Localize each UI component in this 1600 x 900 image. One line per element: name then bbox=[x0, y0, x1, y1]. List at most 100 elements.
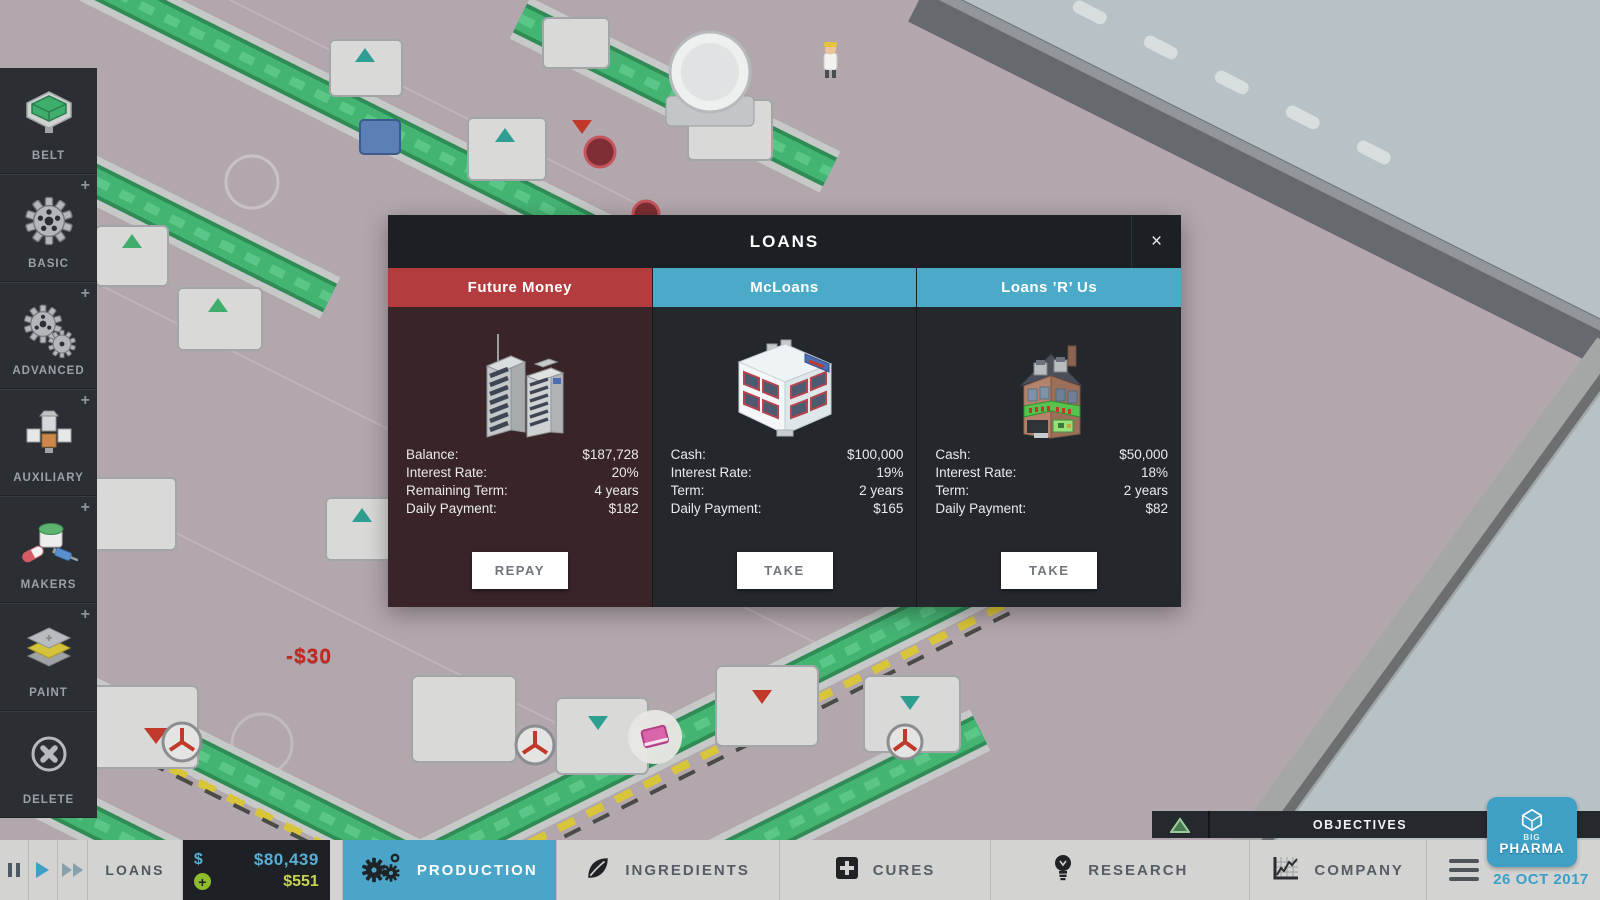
dialog-title: LOANS bbox=[749, 231, 820, 251]
take-loan-button-mcloans[interactable]: TAKE bbox=[736, 552, 833, 589]
sidebar-item-label: AUXILIARY bbox=[13, 472, 84, 485]
stat-value: 20% bbox=[611, 465, 639, 480]
game-date: 26 OCT 2017 bbox=[1493, 871, 1589, 888]
leaf-icon bbox=[585, 855, 611, 886]
plus-badge: + bbox=[80, 177, 90, 195]
sidebar-item-auxiliary[interactable]: + AUXILIARY bbox=[0, 388, 97, 497]
stat-value: 4 years bbox=[594, 483, 639, 498]
fast-forward-icon bbox=[61, 863, 83, 877]
close-icon[interactable]: × bbox=[1131, 215, 1181, 268]
logo-text-big: PHARMA bbox=[1499, 840, 1565, 856]
cash-balance: $80,439 bbox=[253, 849, 319, 869]
plus-badge: + bbox=[80, 391, 90, 409]
machines bbox=[83, 17, 961, 775]
pill-maker-icon bbox=[20, 517, 78, 572]
sidebar-item-label: PAINT bbox=[29, 686, 68, 699]
plus-badge: + bbox=[80, 284, 90, 302]
provider-column-loans-r-us: Cash: $50,000 Interest Rate: 18% Term: 2 ye… bbox=[916, 307, 1182, 607]
dome-machine bbox=[665, 30, 755, 127]
paint-layers-icon bbox=[22, 624, 76, 675]
stat-value: $50,000 bbox=[1119, 447, 1169, 462]
auxiliary-machine-icon bbox=[23, 410, 75, 461]
menu-button[interactable] bbox=[1427, 840, 1600, 900]
plus-badge: + bbox=[80, 499, 90, 517]
loan-provider-tabs: Future Money McLoans Loans ’R’ Us bbox=[388, 268, 1182, 307]
sidebar-item-belt[interactable]: BELT bbox=[0, 68, 97, 175]
tab-company[interactable]: COMPANY bbox=[1250, 840, 1428, 900]
stat-value: 2 years bbox=[859, 483, 904, 498]
tab-cures[interactable]: CURES bbox=[780, 840, 992, 900]
tab-research[interactable]: RESEARCH bbox=[991, 840, 1251, 900]
chart-icon bbox=[1272, 855, 1300, 886]
double-gear-icon bbox=[20, 303, 78, 364]
stat-value: 2 years bbox=[1123, 483, 1169, 498]
stat-label: Term: bbox=[935, 483, 970, 498]
medical-cross-icon bbox=[835, 856, 859, 885]
stat-label: Daily Payment: bbox=[935, 501, 1027, 516]
gear-icon bbox=[23, 195, 75, 252]
loans-r-us-stats: Cash: $50,000 Interest Rate: 18% Term: 2 ye… bbox=[917, 440, 1181, 518]
stat-label: Interest Rate: bbox=[935, 465, 1017, 480]
tab-loans-r-us[interactable]: Loans ’R’ Us bbox=[916, 268, 1182, 307]
play-button[interactable] bbox=[29, 840, 58, 900]
loans-dialog: LOANS × Future Money McLoans Loans ’R’ U… bbox=[388, 215, 1182, 607]
tab-label: PRODUCTION bbox=[416, 861, 538, 879]
sidebar-item-delete[interactable]: DELETE bbox=[0, 710, 97, 818]
stat-label: Remaining Term: bbox=[406, 483, 508, 498]
stat-label: Daily Payment: bbox=[406, 501, 497, 516]
rotor-wheels bbox=[161, 721, 924, 766]
pause-button[interactable] bbox=[0, 840, 29, 900]
stat-label: Cash: bbox=[670, 447, 706, 462]
tab-ingredients[interactable]: INGREDIENTS bbox=[557, 840, 780, 900]
sidebar-item-basic[interactable]: + BASIC bbox=[0, 174, 97, 282]
objectives-expand-icon[interactable] bbox=[1152, 811, 1210, 838]
income-plus-icon: + bbox=[193, 873, 211, 890]
stat-value: 18% bbox=[1140, 465, 1169, 480]
tab-label: RESEARCH bbox=[1088, 861, 1189, 879]
take-loan-button-loans-r-us[interactable]: TAKE bbox=[1001, 552, 1098, 589]
stat-value: 19% bbox=[876, 465, 904, 480]
fast-forward-button[interactable] bbox=[58, 840, 88, 900]
cube-icon bbox=[1521, 808, 1543, 831]
tab-label: INGREDIENTS bbox=[625, 861, 750, 879]
tab-mcloans[interactable]: McLoans bbox=[651, 268, 917, 307]
build-sidebar: BELT + BASIC + bbox=[0, 68, 97, 818]
provider-column-mcloans: Cash: $100,000 Interest Rate: 19% Term: 2 y… bbox=[651, 307, 917, 607]
mcloans-building-icon bbox=[653, 307, 917, 440]
sidebar-item-advanced[interactable]: + ADVANCED bbox=[0, 281, 97, 389]
tab-label: COMPANY bbox=[1314, 861, 1404, 879]
belt-icon bbox=[21, 88, 77, 139]
logo-text-small: BIG bbox=[1523, 832, 1541, 842]
repay-button[interactable]: REPAY bbox=[471, 552, 568, 589]
loans-button[interactable]: LOANS bbox=[88, 840, 183, 900]
sidebar-item-label: BELT bbox=[31, 150, 66, 163]
stat-label: Interest Rate: bbox=[670, 465, 752, 480]
loans-dialog-header: LOANS × bbox=[388, 215, 1181, 268]
stat-value: $165 bbox=[873, 501, 904, 516]
tab-production[interactable]: PRODUCTION bbox=[342, 840, 557, 900]
floating-cost-text: -$30 bbox=[286, 645, 333, 668]
lightbulb-icon bbox=[1052, 854, 1074, 887]
stat-label: Term: bbox=[670, 483, 705, 498]
stat-label: Interest Rate: bbox=[406, 465, 488, 480]
sidebar-item-label: DELETE bbox=[22, 793, 75, 806]
hamburger-icon bbox=[1449, 859, 1480, 881]
speech-bubble-icon bbox=[628, 710, 682, 764]
bottom-bar: LOANS $ $80,439 + $551 PR bbox=[0, 840, 1600, 900]
sidebar-item-makers[interactable]: + MAKERS bbox=[0, 496, 97, 604]
stat-value: $187,728 bbox=[582, 447, 639, 462]
tab-future-money[interactable]: Future Money bbox=[388, 268, 652, 307]
loan-provider-columns: Balance: $187,728 Interest Rate: 20% Remai… bbox=[388, 307, 1182, 607]
sidebar-item-label: MAKERS bbox=[20, 579, 77, 592]
provider-column-future-money: Balance: $187,728 Interest Rate: 20% Remai… bbox=[388, 307, 652, 607]
stat-value: $82 bbox=[1145, 501, 1169, 516]
sidebar-item-paint[interactable]: + PAINT bbox=[0, 603, 97, 711]
stat-label: Cash: bbox=[935, 447, 971, 462]
bottom-bar-spacer bbox=[330, 840, 343, 900]
stat-label: Daily Payment: bbox=[670, 501, 762, 516]
worker bbox=[823, 42, 838, 78]
money-panel: $ $80,439 + $551 bbox=[182, 840, 330, 900]
stat-value: $100,000 bbox=[847, 447, 904, 462]
loans-r-us-building-icon bbox=[917, 307, 1181, 440]
